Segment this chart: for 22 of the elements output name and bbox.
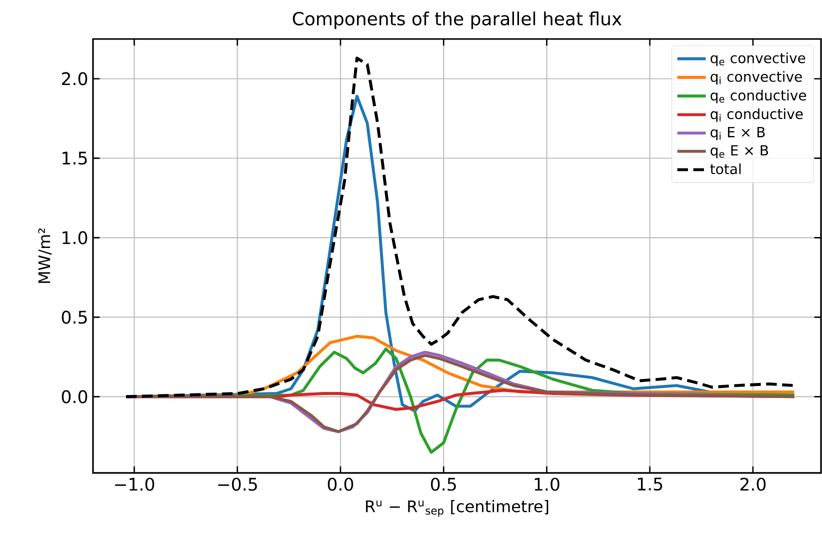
y-tick-label: 2.0 [62,72,88,86]
x-tick-label: −1.0 [115,478,154,491]
legend-label: q$_{i}$ conductive [710,108,803,122]
x-tick-label: 0.0 [328,478,354,491]
y-tick-label: 1.5 [62,152,87,165]
legend-label: total [710,163,741,174]
y-tick-label: 1.0 [62,231,88,244]
x-tick-label: 1.5 [638,478,662,491]
legend-label: q$_{e}$ E × B [710,145,768,158]
x-tick-label: 1.0 [534,478,560,491]
legend-label: q$_{i}$ convective [710,71,802,85]
x-tick-label: 2.0 [740,478,766,491]
legend-label: q$_{e}$ convective [710,52,806,66]
x-tick-label: 0.5 [430,478,456,491]
y-axis-title: MW/m² [38,228,52,283]
x-tick-label: −0.5 [218,478,257,491]
x-axis-title: R$^{u}$ − R$^{u}$$_{sep}$ [centimetre] [366,500,548,517]
legend-label: q$_{i}$ E × B [710,126,765,140]
y-tick-label: 0.0 [62,390,88,404]
legend-label: q$_{e}$ conductive [710,90,806,104]
chart-title: Components of the parallel heat flux [292,12,622,29]
y-tick-label: 0.5 [62,310,87,324]
